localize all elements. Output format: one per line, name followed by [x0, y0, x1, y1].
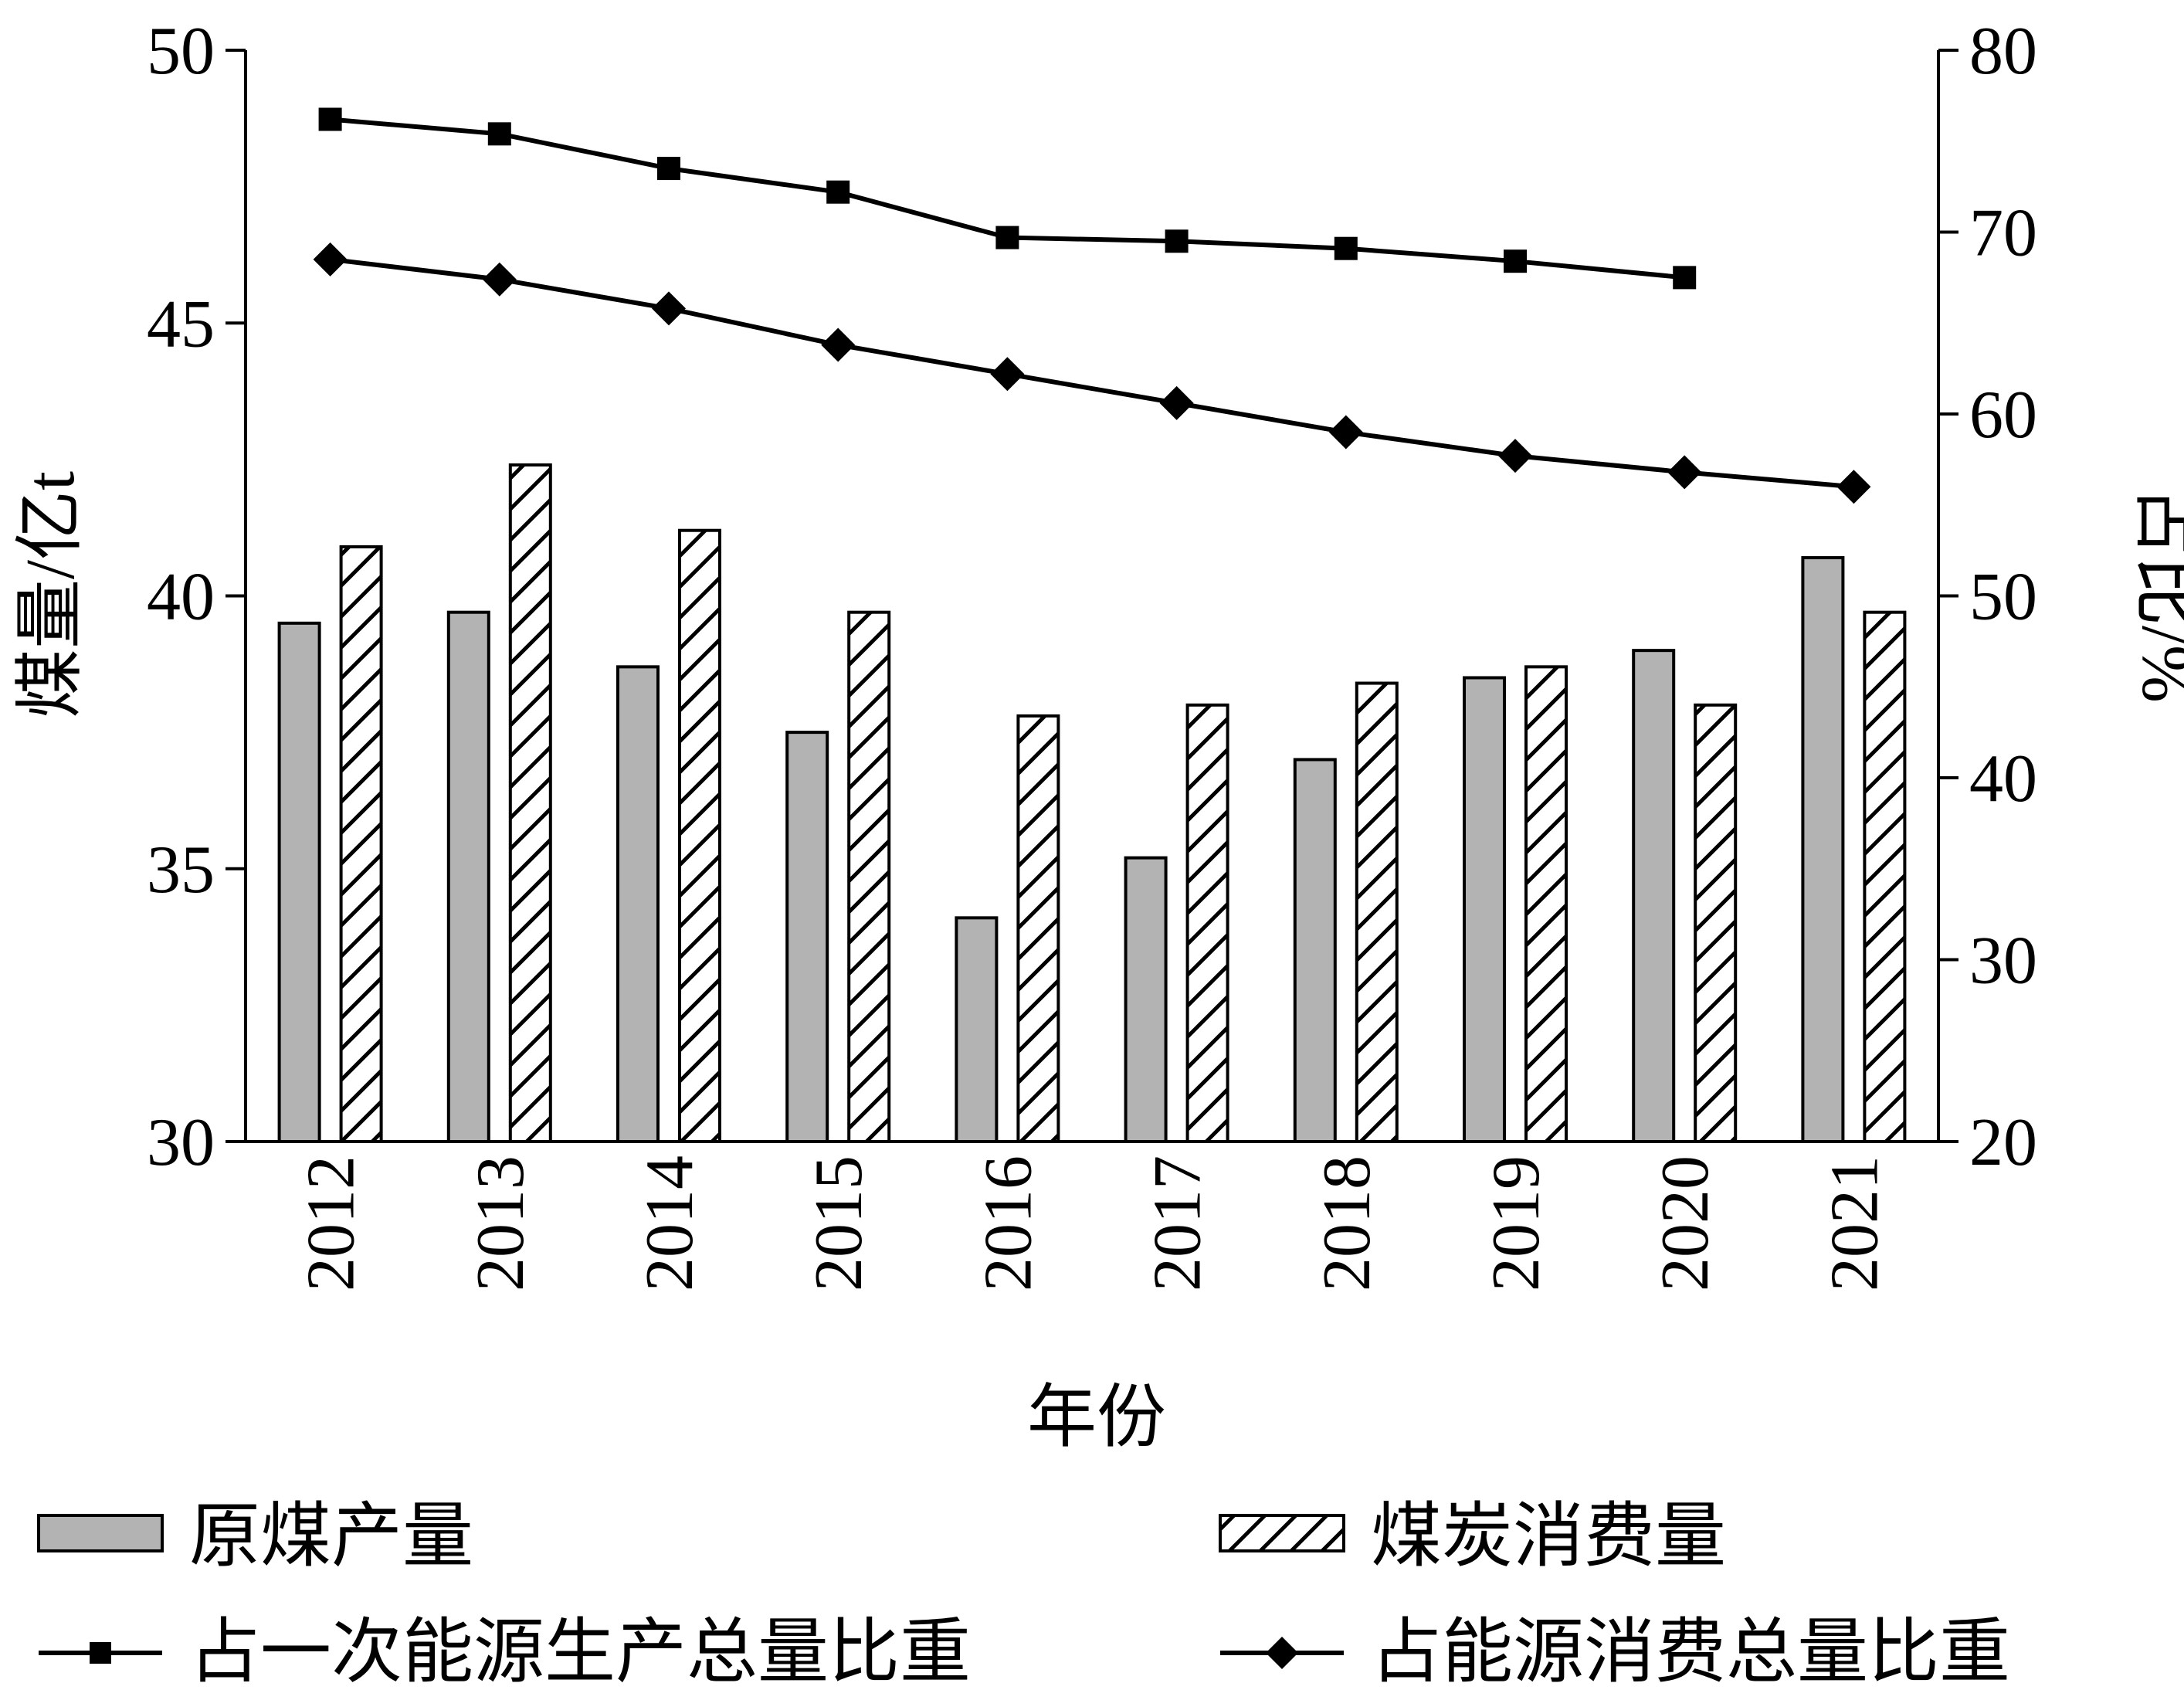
point-production-share	[657, 157, 680, 181]
right-y-ticks: 20 30 40 50 60 70 80	[1938, 14, 2037, 1180]
x-tick-label: 2017	[1141, 1155, 1216, 1291]
x-tick-label: 2012	[294, 1155, 369, 1291]
bar-coal-consumption	[508, 463, 552, 1143]
legend-label-production-share: 占一次能源生产总量比重	[189, 1613, 971, 1692]
right-y-tick-label: 70	[1969, 196, 2037, 271]
bar-raw-coal-production	[1124, 856, 1168, 1143]
legend-marker-square	[90, 1642, 111, 1664]
legend-item-raw-coal-production: 原煤产量	[37, 1497, 473, 1576]
bar-coal-consumption	[1016, 714, 1060, 1143]
x-tick-label: 2019	[1479, 1155, 1554, 1291]
bar-coal-consumption	[1524, 665, 1568, 1143]
x-tick-label: 2018	[1310, 1155, 1385, 1291]
left-y-ticks: 30 35 40 45 50	[147, 14, 246, 1180]
bar-raw-coal-production	[1801, 556, 1845, 1143]
point-consumption-share	[1667, 455, 1702, 490]
point-consumption-share	[821, 327, 856, 362]
bar-coal-consumption	[678, 528, 721, 1143]
right-y-tick-label: 60	[1969, 378, 2037, 453]
bar-raw-coal-production	[446, 610, 490, 1143]
point-production-share	[1165, 229, 1189, 253]
series-lines	[313, 107, 1871, 504]
bar-coal-consumption	[1185, 703, 1229, 1143]
line-consumption-share	[330, 256, 1854, 490]
right-y-tick-label: 40	[1969, 741, 2037, 816]
legend-item-coal-consumption: 煤炭消费量	[1219, 1497, 1726, 1576]
right-y-tick-label: 80	[1969, 14, 2037, 89]
bar-raw-coal-production	[955, 916, 999, 1143]
x-tick-label: 2013	[463, 1155, 538, 1291]
left-y-axis-title: 煤量/亿t	[12, 471, 89, 718]
bar-coal-consumption	[847, 610, 891, 1143]
legend-marker-diamond	[1266, 1637, 1298, 1669]
left-y-tick-label: 30	[147, 1105, 215, 1180]
point-consumption-share	[990, 357, 1025, 392]
x-tick-label: 2014	[632, 1155, 707, 1291]
legend-label-coal-consumption: 煤炭消费量	[1371, 1497, 1726, 1576]
bar-raw-coal-production	[616, 665, 660, 1143]
point-production-share	[1673, 266, 1697, 290]
line-production-share	[330, 117, 1685, 280]
left-y-tick-label: 50	[147, 14, 215, 89]
left-y-tick-label: 35	[147, 833, 215, 908]
bar-coal-consumption	[1694, 703, 1738, 1143]
right-y-axis-title: 占比/%	[2128, 487, 2184, 703]
legend-item-consumption-share: 占能源消费总量比重	[1220, 1613, 2010, 1692]
bars	[277, 463, 1907, 1143]
legend: 原煤产量 煤炭消费量 占一次能源生产总量比重 占能源消费总量比重	[37, 1497, 2010, 1692]
bar-raw-coal-production	[785, 731, 829, 1143]
point-production-share	[1334, 236, 1358, 260]
bar-coal-consumption	[1355, 681, 1399, 1143]
legend-label-raw-coal-production: 原煤产量	[189, 1497, 473, 1576]
point-production-share	[318, 107, 342, 131]
bar-raw-coal-production	[277, 621, 321, 1143]
x-tick-label: 2020	[1648, 1155, 1723, 1291]
right-y-tick-label: 20	[1969, 1105, 2037, 1180]
legend-swatch-raw-coal-production	[37, 1514, 164, 1552]
x-tick-label: 2021	[1817, 1155, 1892, 1291]
bar-raw-coal-production	[1293, 758, 1337, 1143]
right-y-tick-label: 30	[1969, 924, 2037, 999]
left-y-tick-label: 45	[147, 287, 215, 361]
bar-coal-consumption	[1863, 610, 1907, 1143]
point-consumption-share	[482, 262, 517, 297]
right-y-tick-label: 50	[1969, 560, 2037, 635]
point-production-share	[826, 180, 850, 204]
legend-item-production-share: 占一次能源生产总量比重	[39, 1613, 971, 1692]
point-production-share	[995, 226, 1019, 249]
point-production-share	[487, 122, 511, 146]
point-consumption-share	[313, 242, 348, 277]
x-tick-label: 2015	[802, 1155, 877, 1291]
point-consumption-share	[1328, 415, 1363, 450]
point-production-share	[1504, 249, 1527, 273]
x-axis-title: 年份	[1027, 1379, 1166, 1456]
bar-raw-coal-production	[1632, 649, 1676, 1143]
bar-coal-consumption	[339, 545, 383, 1143]
point-consumption-share	[1836, 470, 1871, 504]
point-consumption-share	[1498, 439, 1532, 473]
legend-swatch-coal-consumption	[1219, 1514, 1345, 1552]
point-consumption-share	[1159, 385, 1194, 420]
point-consumption-share	[652, 291, 686, 326]
x-tick-labels: 2012 2013 2014 2015 2016 2017 2018 2019 2020 2021	[294, 1155, 1893, 1291]
x-tick-label: 2016	[971, 1155, 1046, 1291]
left-y-tick-label: 40	[147, 560, 215, 635]
legend-label-consumption-share: 占能源消费总量比重	[1371, 1613, 2010, 1692]
bar-raw-coal-production	[1463, 676, 1506, 1143]
